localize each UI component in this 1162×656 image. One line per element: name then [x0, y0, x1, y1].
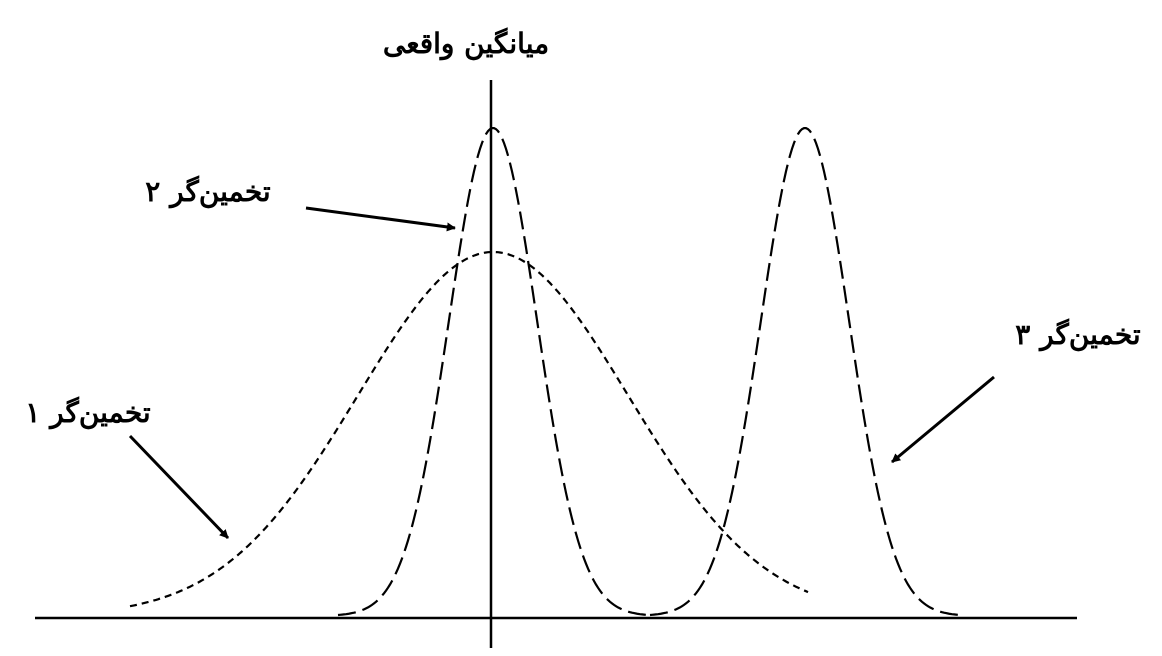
estimator-2-label: تخمین‌گر ۲	[145, 175, 271, 209]
estimator-1-arrow	[128, 434, 230, 540]
estimator-1-label: تخمین‌گر ۱	[25, 396, 151, 430]
estimator-3-arrow	[891, 375, 995, 464]
true-mean-label: میانگین واقعی	[383, 27, 549, 61]
estimator-2-curve	[337, 127, 651, 617]
estimator-3-label: تخمین‌گر ۳	[1015, 318, 1141, 352]
estimator-2-arrow	[305, 206, 456, 232]
estimator-3-curve	[649, 127, 961, 617]
estimator-1-curve	[129, 250, 809, 608]
